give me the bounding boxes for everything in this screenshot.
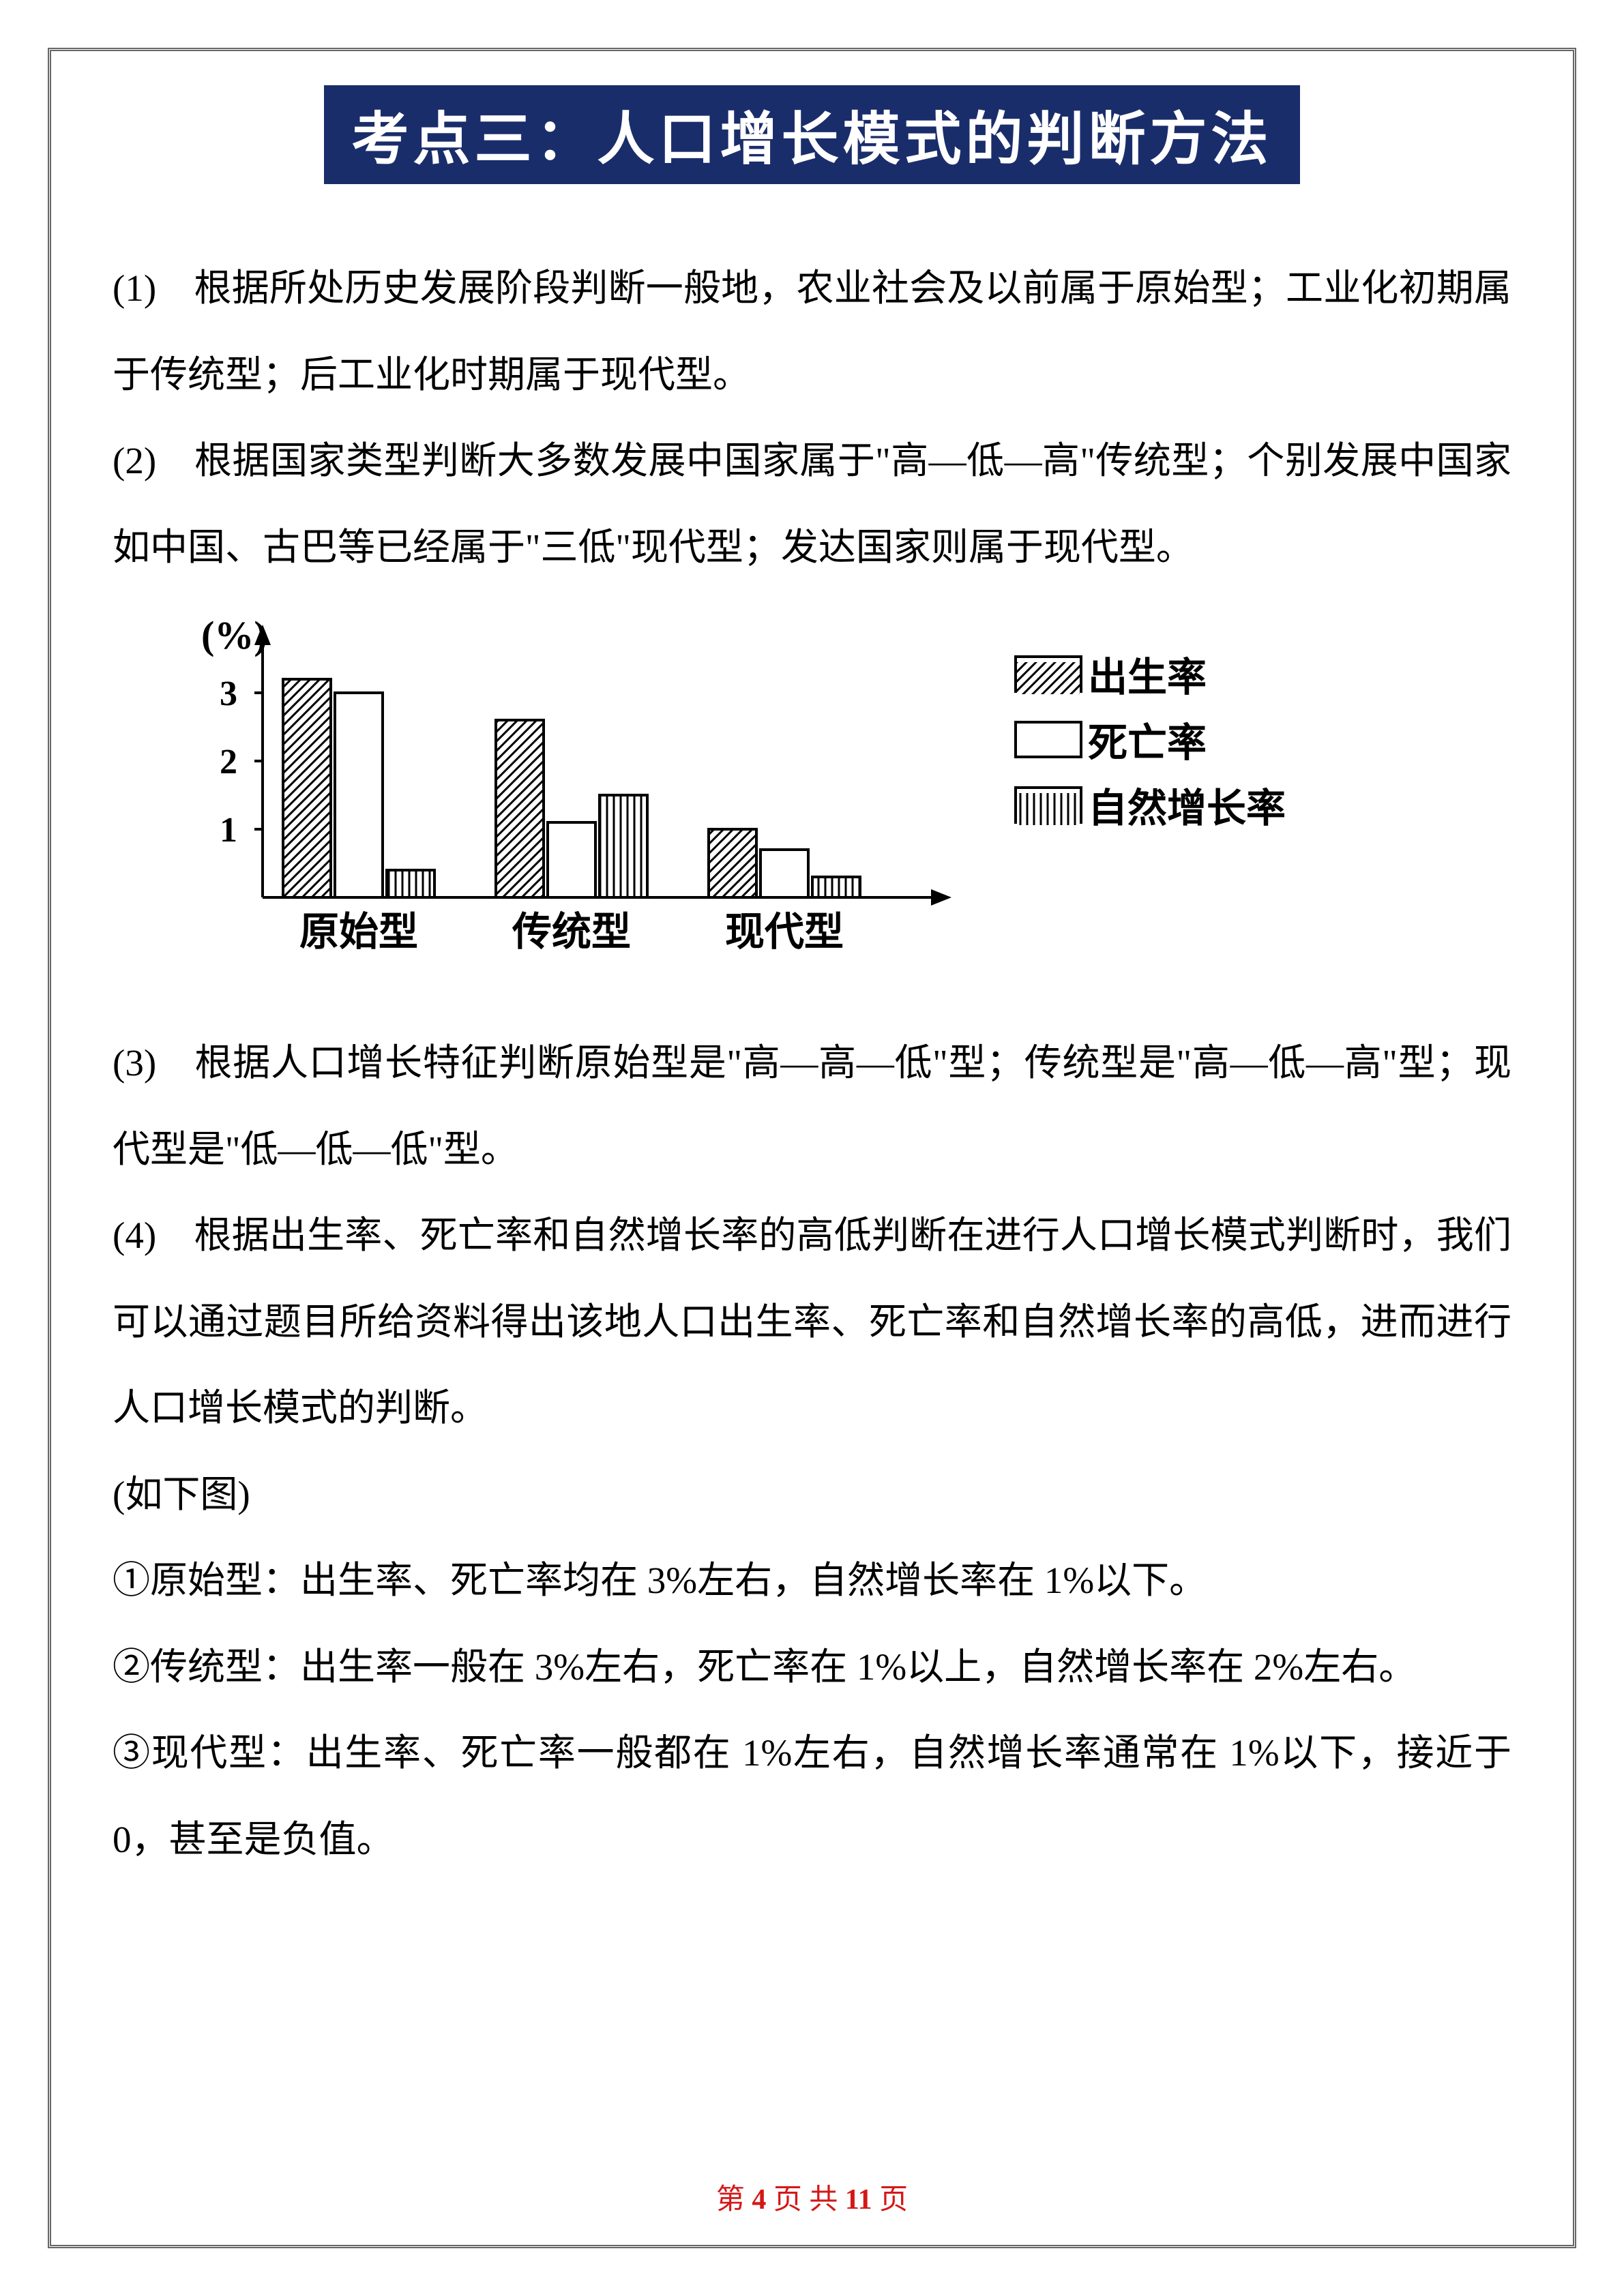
paragraph-1: (1) 根据所处历史发展阶段判断一般地，农业社会及以前属于原始型；工业化初期属于…: [113, 245, 1511, 418]
page-title: 考点三：人口增长模式的判断方法: [324, 85, 1299, 184]
legend-label: 自然增长率: [1088, 776, 1286, 833]
svg-text:1: 1: [220, 811, 237, 850]
svg-text:(%): (%): [201, 613, 267, 657]
footer-total: 11: [845, 2184, 872, 2216]
footer-page: 4: [752, 2184, 766, 2216]
paragraph-5: (如下图): [113, 1452, 1511, 1538]
paragraph-3: (3) 根据人口增长特征判断原始型是"高—高—低"型；传统型是"高—低—高"型；…: [113, 1020, 1511, 1193]
page-frame: 考点三：人口增长模式的判断方法 (1) 根据所处历史发展阶段判断一般地，农业社会…: [48, 48, 1576, 2248]
svg-text:原始型: 原始型: [299, 910, 418, 954]
paragraph-4: (4) 根据出生率、死亡率和自然增长率的高低判断在进行人口增长模式判断时，我们可…: [113, 1193, 1511, 1452]
footer-prefix: 第: [716, 2184, 752, 2216]
chart-legend: 出生率 死亡率 自然增长率: [1014, 645, 1286, 841]
legend-swatch-vertical: [1014, 786, 1082, 824]
paragraph-2: (2) 根据国家类型判断大多数发展中国家属于"高—低—高"传统型；个别发展中国家…: [113, 418, 1511, 591]
paragraph-8: ③现代型：出生率、死亡率一般都在 1%左右，自然增长率通常在 1%以下，接近于 …: [113, 1710, 1511, 1883]
legend-item-birth: 出生率: [1014, 645, 1286, 702]
svg-text:传统型: 传统型: [512, 910, 631, 954]
svg-text:2: 2: [220, 743, 237, 781]
paragraph-6: ①原始型：出生率、死亡率均在 3%左右，自然增长率在 1%以下。: [113, 1538, 1511, 1624]
paragraph-7: ②传统型：出生率一般在 3%左右，死亡率在 1%以上，自然增长率在 2%左右。: [113, 1624, 1511, 1711]
legend-item-death: 死亡率: [1014, 711, 1286, 768]
legend-item-natural: 自然增长率: [1014, 776, 1286, 833]
legend-swatch-diagonal: [1014, 655, 1082, 693]
footer-middle: 页 共: [766, 2184, 845, 2216]
legend-label: 死亡率: [1088, 711, 1207, 768]
chart-svg: (%) 1 2 3 原始型 传统型 现代型: [140, 611, 958, 979]
page-footer: 第 4 页 共 11 页: [51, 2176, 1573, 2218]
legend-label: 出生率: [1088, 645, 1207, 702]
svg-text:现代型: 现代型: [725, 910, 844, 954]
footer-suffix: 页: [872, 2184, 909, 2216]
svg-text:3: 3: [220, 674, 237, 713]
bar-chart: (%) 1 2 3 原始型 传统型 现代型 出生率 死亡率 自然增长率: [140, 611, 1299, 979]
legend-swatch-empty: [1014, 721, 1082, 758]
